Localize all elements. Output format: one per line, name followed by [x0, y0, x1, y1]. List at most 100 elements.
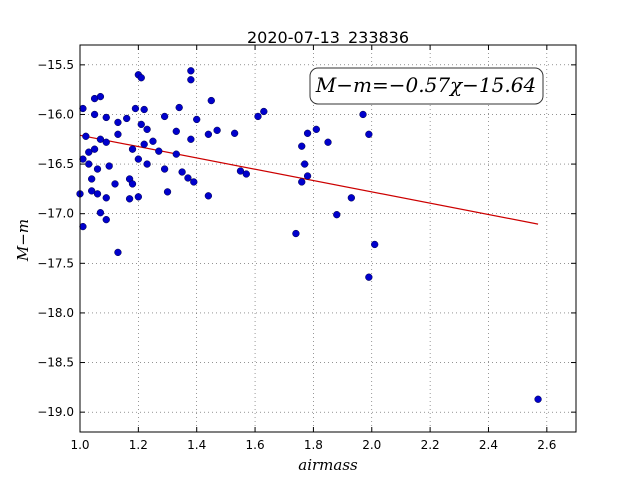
data-point — [298, 142, 306, 150]
data-point — [131, 104, 140, 113]
data-point — [204, 192, 213, 200]
data-point — [359, 110, 367, 119]
y-tick-label: −16.0 — [37, 107, 74, 121]
y-tick-label: −19.0 — [37, 405, 74, 419]
data-point — [175, 103, 183, 112]
data-point — [137, 74, 145, 82]
data-point — [93, 165, 102, 173]
data-points — [76, 67, 542, 403]
y-tick-label: −17.0 — [37, 207, 74, 221]
data-point — [88, 175, 96, 183]
data-point — [365, 273, 373, 281]
data-point — [178, 168, 186, 176]
data-point — [90, 145, 99, 153]
data-point — [114, 130, 122, 138]
y-tick-label: −15.5 — [37, 58, 74, 72]
data-point — [114, 118, 122, 127]
data-point — [140, 140, 148, 148]
data-point — [187, 135, 195, 143]
fit-equation: M−m=−0.57χ−15.64 — [315, 73, 536, 97]
data-point — [79, 155, 87, 163]
data-point — [324, 138, 332, 146]
data-point — [163, 188, 172, 196]
data-point — [254, 112, 262, 121]
data-point — [85, 148, 93, 156]
data-point — [298, 178, 306, 186]
data-point — [190, 178, 198, 186]
y-tick-label: −18.5 — [37, 356, 74, 370]
chart-title: 2020-07-13_233836 — [247, 28, 409, 48]
data-point — [213, 126, 221, 134]
data-point — [207, 96, 215, 105]
data-point — [128, 180, 137, 188]
x-tick-label: 1.2 — [129, 438, 148, 452]
data-point — [534, 395, 542, 403]
plot-frame — [79, 44, 577, 433]
data-point — [172, 127, 180, 135]
data-point — [96, 209, 105, 217]
data-point — [128, 145, 137, 153]
data-point — [230, 129, 239, 137]
data-point — [236, 167, 245, 175]
data-point — [187, 67, 195, 75]
x-tick-label: 1.4 — [187, 438, 206, 452]
data-point — [204, 130, 213, 138]
data-point — [102, 215, 110, 224]
data-point — [79, 222, 87, 231]
data-point — [114, 248, 122, 257]
data-point — [137, 120, 145, 129]
data-point — [160, 165, 169, 173]
annotation-frame — [309, 67, 544, 105]
data-point — [187, 76, 195, 84]
data-point — [96, 135, 105, 143]
data-point — [102, 138, 110, 146]
x-tick-label: 2.0 — [362, 438, 381, 452]
annotation-box: M−m=−0.57χ−15.64 — [309, 67, 544, 105]
data-point — [172, 150, 180, 158]
data-point — [111, 180, 119, 188]
x-tick-label: 1.8 — [304, 438, 323, 452]
data-point — [301, 160, 309, 168]
plot-area — [80, 45, 576, 432]
data-point — [333, 211, 341, 219]
data-point — [134, 193, 143, 201]
y-axis-label: M−m — [14, 219, 32, 262]
x-axis-label: airmass — [298, 456, 358, 474]
data-point — [312, 125, 320, 133]
y-tick-label: −16.5 — [37, 157, 74, 171]
y-tick-label: −18.0 — [37, 306, 74, 320]
data-point — [88, 187, 96, 195]
data-point — [105, 162, 113, 170]
data-point — [149, 137, 157, 145]
data-point — [160, 112, 169, 121]
data-point — [123, 114, 131, 123]
data-point — [193, 115, 201, 124]
data-point — [96, 92, 105, 101]
x-tick-label: 1.0 — [70, 438, 89, 452]
data-point — [365, 130, 373, 138]
x-tick-label: 1.6 — [246, 438, 265, 452]
data-point — [140, 105, 148, 114]
data-point — [260, 107, 268, 116]
data-point — [93, 190, 102, 198]
y-tick-label: −17.5 — [37, 256, 74, 270]
data-point — [79, 104, 87, 113]
data-point — [371, 240, 379, 249]
data-point — [303, 129, 312, 137]
data-point — [242, 170, 250, 178]
x-tick-label: 2.2 — [421, 438, 440, 452]
data-point — [82, 132, 90, 140]
data-point — [134, 155, 143, 163]
data-point — [102, 113, 110, 122]
data-point — [347, 194, 355, 202]
data-point — [155, 147, 163, 155]
data-point — [143, 160, 151, 168]
x-tick-label: 2.4 — [479, 438, 498, 452]
x-tick-label: 2.6 — [537, 438, 556, 452]
data-point — [184, 174, 192, 182]
data-point — [102, 194, 110, 202]
data-point — [85, 160, 93, 168]
data-point — [125, 195, 134, 203]
data-point — [90, 110, 99, 119]
